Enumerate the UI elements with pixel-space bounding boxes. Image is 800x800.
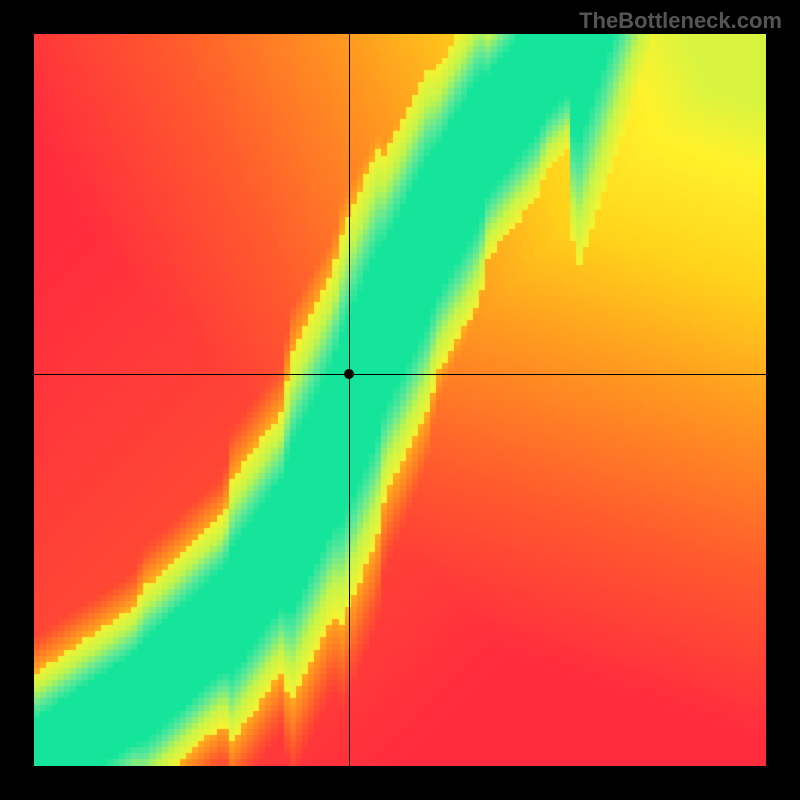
heatmap-chart (34, 34, 766, 766)
crosshair-horizontal (34, 374, 766, 375)
marker-point (344, 369, 354, 379)
heatmap-canvas (34, 34, 766, 766)
crosshair-vertical (349, 34, 350, 766)
watermark-text: TheBottleneck.com (579, 8, 782, 34)
